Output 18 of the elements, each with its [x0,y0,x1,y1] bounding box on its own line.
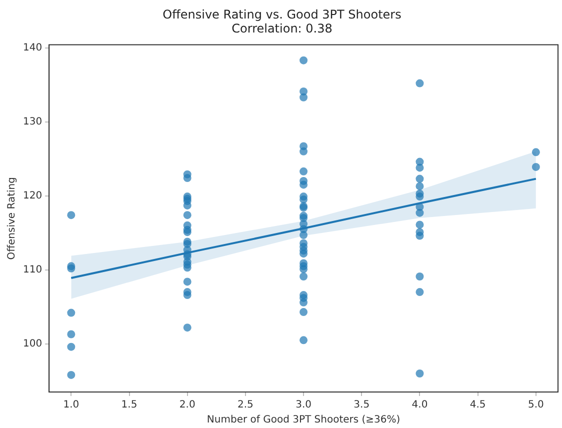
y-axis-title: Offensive Rating [6,177,18,260]
y-tick-label: 110 [22,264,42,276]
x-tick-label: 3.5 [354,400,370,411]
x-tick-label: 3.0 [296,400,312,411]
chart-subtitle: Correlation: 0.38 [232,22,332,36]
x-tick-label: 5.0 [528,400,544,411]
chart-title: Offensive Rating vs. Good 3PT Shooters [162,7,402,22]
x-axis-title: Number of Good 3PT Shooters (≥36%) [206,414,400,426]
y-tick-label: 140 [22,42,42,54]
x-tick-label: 4.5 [470,400,486,411]
x-tick-label: 2.5 [237,400,254,411]
y-tick-label: 100 [22,338,42,350]
x-tick-label: 1.5 [121,400,138,411]
x-tick-label: 2.0 [179,400,196,411]
x-tick-label: 1.0 [63,400,80,411]
y-tick-label: 120 [22,190,42,202]
x-tick-label: 4.0 [412,400,428,411]
y-tick-label: 130 [22,116,42,128]
